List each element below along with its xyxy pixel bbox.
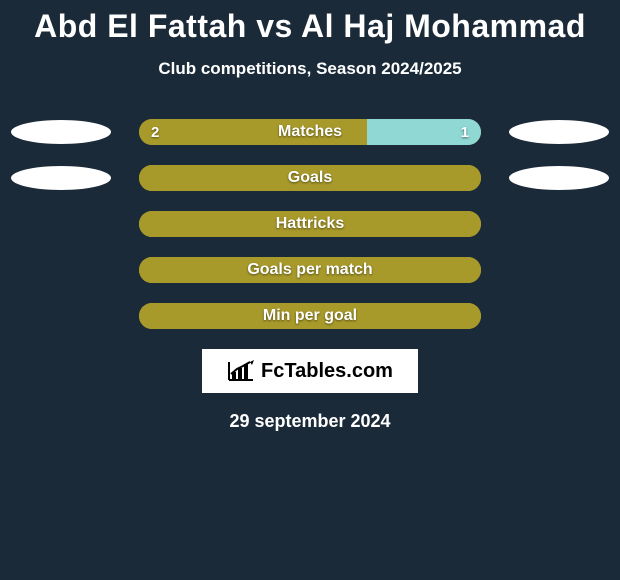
date-text: 29 september 2024 — [0, 411, 620, 432]
player-right-ellipse — [509, 120, 609, 144]
stat-label: Matches — [139, 119, 481, 145]
comparison-infographic: Abd El Fattah vs Al Haj Mohammad Club co… — [0, 0, 620, 580]
stat-label: Min per goal — [139, 303, 481, 329]
stat-rows: Matches2 1 Goals Hattricks Goals per match Mi… — [0, 119, 620, 329]
brand-text: FcTables.com — [261, 360, 393, 383]
stat-label: Hattricks — [139, 211, 481, 237]
stat-label: Goals per match — [139, 257, 481, 283]
stat-row: Goals per match — [0, 257, 620, 283]
stat-row: Matches2 1 — [0, 119, 620, 145]
player-right-ellipse — [509, 166, 609, 190]
brand-chart-icon — [227, 360, 255, 382]
stat-label: Goals — [139, 165, 481, 191]
stat-row: Min per goal — [0, 303, 620, 329]
page-title: Abd El Fattah vs Al Haj Mohammad — [0, 0, 620, 45]
stat-bar: Hattricks — [139, 211, 481, 237]
brand: FcTables.com — [227, 360, 393, 383]
stat-bar: Min per goal — [139, 303, 481, 329]
player-left-ellipse — [11, 120, 111, 144]
stat-row: Goals — [0, 165, 620, 191]
stat-bar: Matches2 1 — [139, 119, 481, 145]
stat-bar: Goals — [139, 165, 481, 191]
brand-box: FcTables.com — [202, 349, 418, 393]
stat-value-right: 1 — [461, 119, 469, 145]
player-left-ellipse — [11, 166, 111, 190]
stat-row: Hattricks — [0, 211, 620, 237]
page-subtitle: Club competitions, Season 2024/2025 — [0, 59, 620, 79]
stat-bar: Goals per match — [139, 257, 481, 283]
stat-value-left: 2 — [151, 119, 159, 145]
